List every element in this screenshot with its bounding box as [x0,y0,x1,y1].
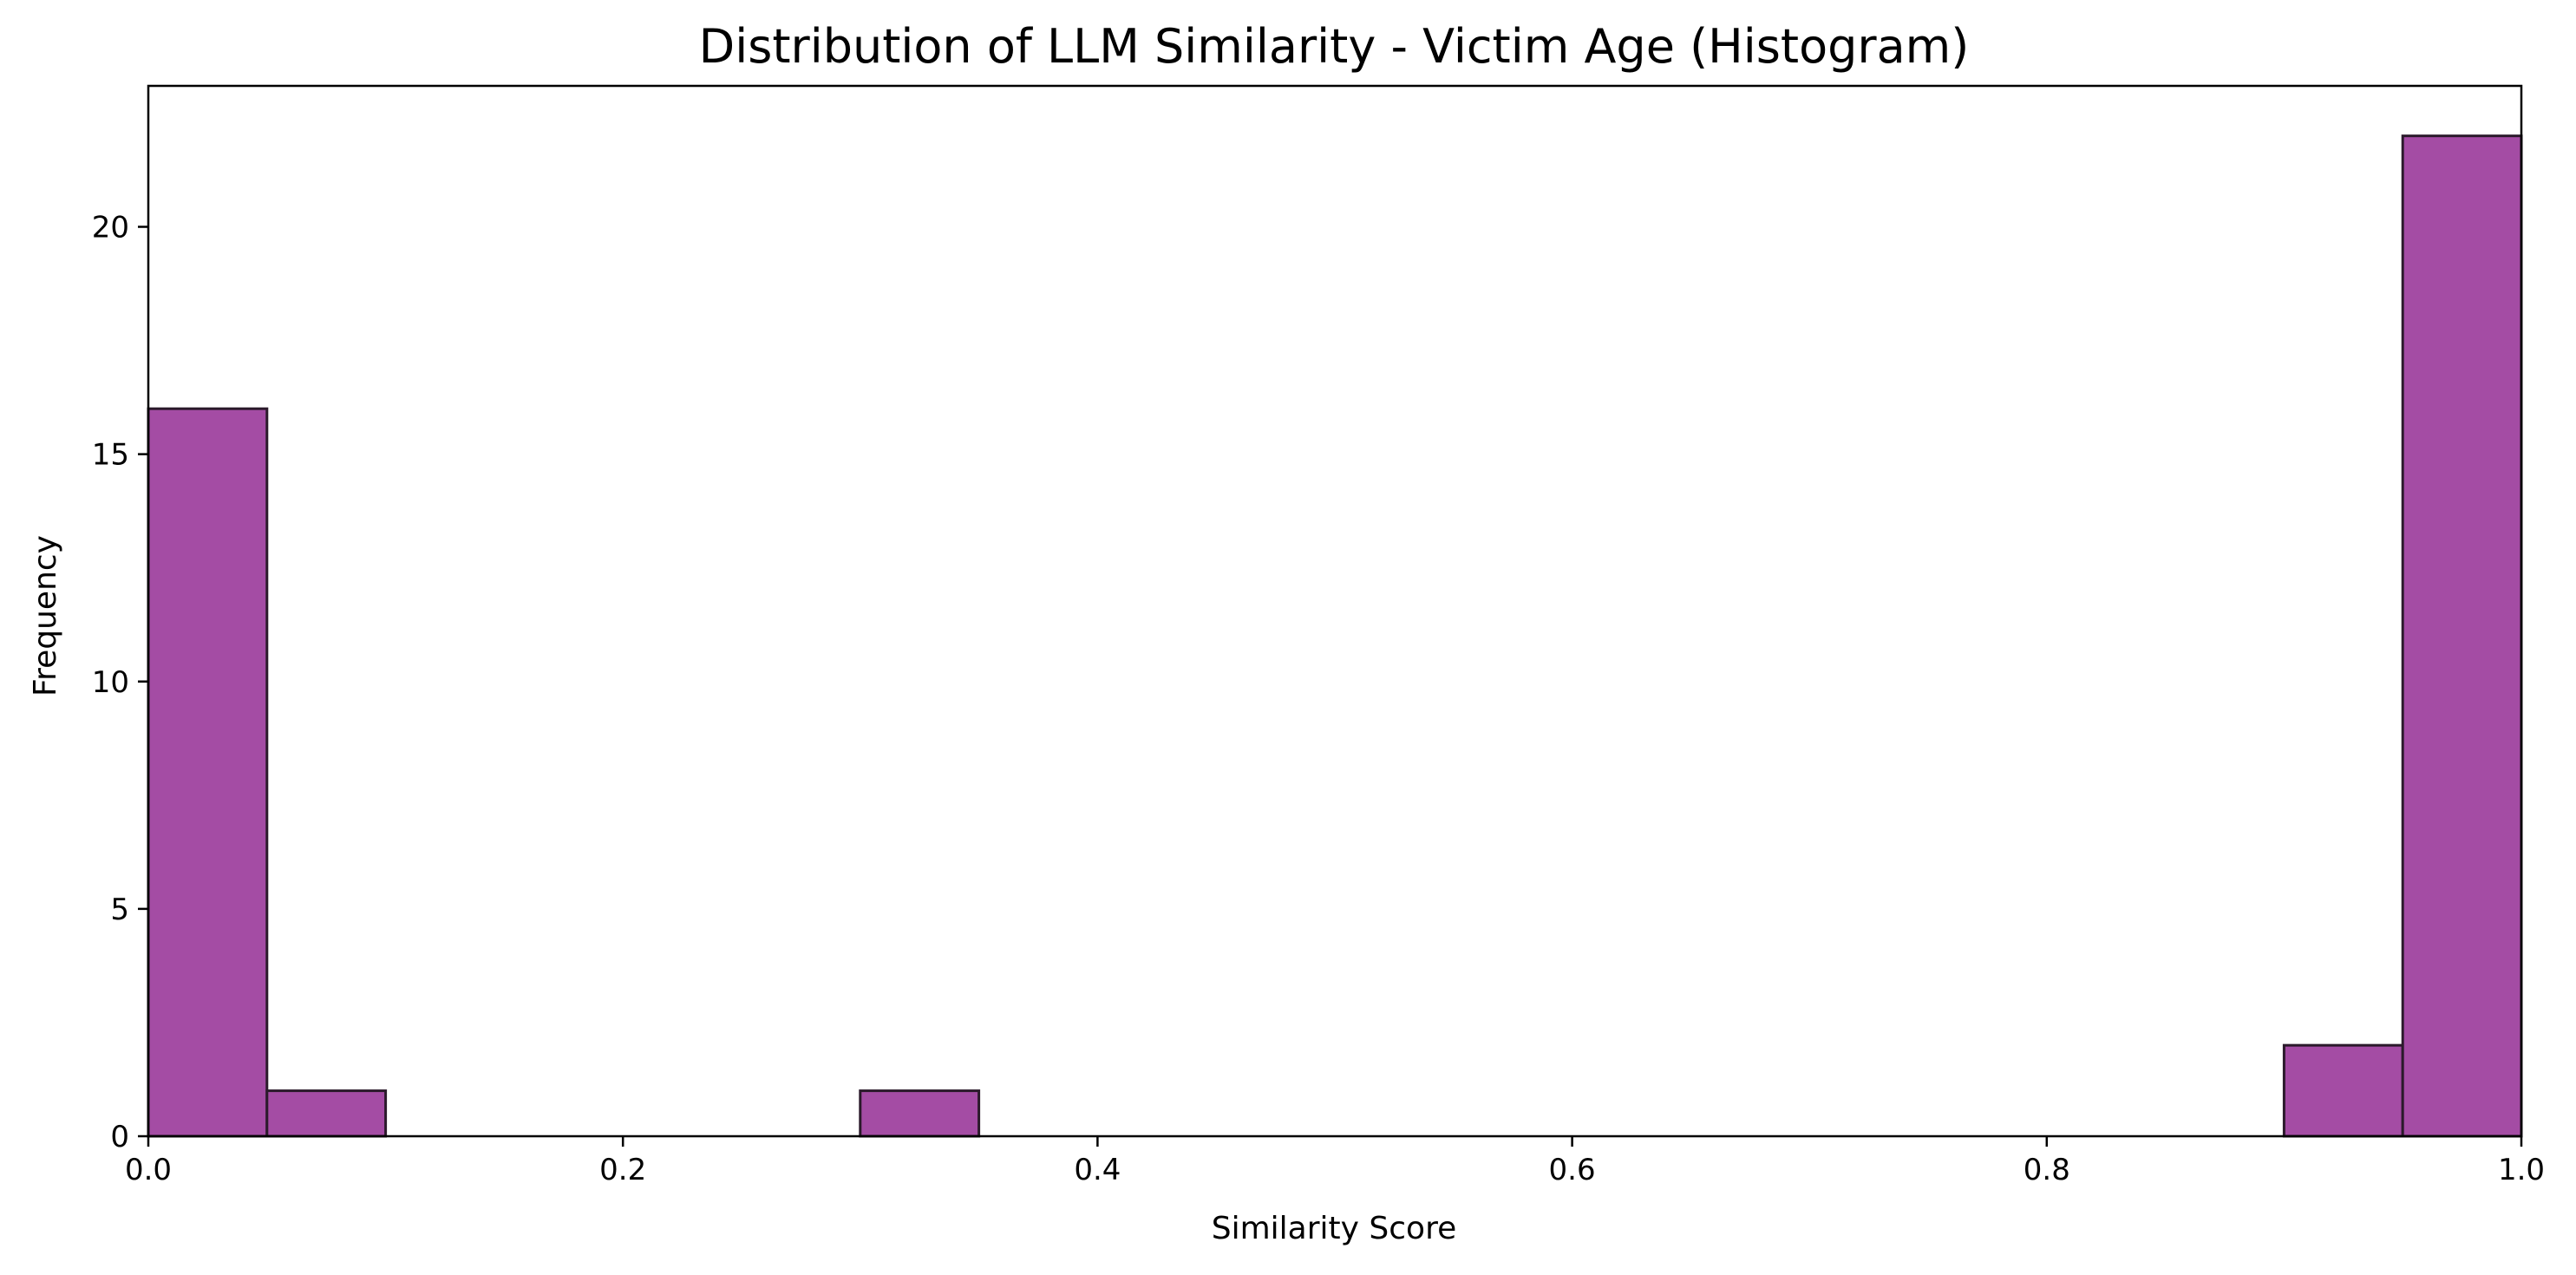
chart-title: Distribution of LLM Similarity - Victim … [699,19,1970,74]
y-tick-label: 10 [92,665,129,700]
bars-group [147,134,2523,1138]
x-tick-label: 0.2 [599,1153,646,1187]
histogram-bar [265,1089,388,1138]
x-axis-label: Similarity Score [1212,1211,1456,1246]
x-tick-label: 0.8 [2024,1153,2070,1187]
y-tick-label: 5 [110,892,129,927]
plot-frame [147,84,2523,1138]
x-tick-label: 1.0 [2498,1153,2545,1187]
histogram-bar [147,407,269,1138]
y-axis-ticks: 0 5 10 15 20 [92,211,148,1154]
x-tick-label: 0.0 [125,1153,172,1187]
y-tick-label: 0 [110,1120,129,1154]
x-tick-label: 0.4 [1074,1153,1121,1187]
x-tick-label: 0.6 [1549,1153,1596,1187]
y-tick-label: 20 [92,211,129,245]
y-axis-label: Frequency [28,535,63,696]
y-tick-label: 15 [92,438,129,473]
histogram-bar [2282,1043,2404,1138]
x-axis-ticks: 0.0 0.2 0.4 0.6 0.8 1.0 [125,1136,2545,1187]
histogram-bar [859,1089,981,1138]
histogram-bar [2401,134,2523,1138]
